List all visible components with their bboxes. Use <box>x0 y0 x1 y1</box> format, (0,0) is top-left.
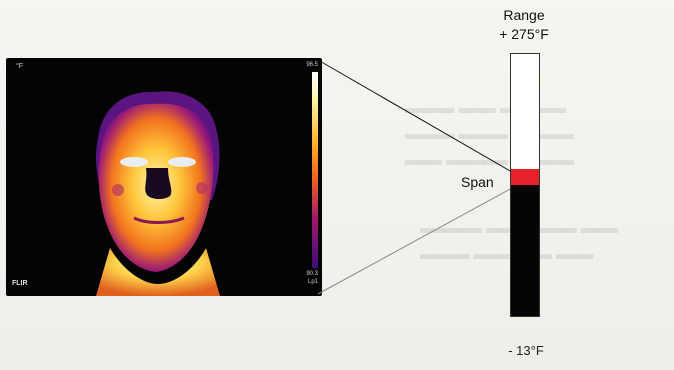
range-bar-fill <box>511 185 539 316</box>
left-eye <box>120 157 148 167</box>
neck <box>96 248 220 296</box>
brand-logo: FLIR <box>12 280 28 287</box>
bleed-through-text: ▂▂▂▂ ▂▂▂▂ ▂▂ ▂▂▂ <box>420 242 594 259</box>
scale-min-label: 90.3 Lp1 <box>306 270 318 286</box>
unit-label: °F <box>16 63 24 70</box>
nose <box>145 168 172 199</box>
connector-line-bottom <box>317 187 513 295</box>
thermal-face-drawing <box>96 91 220 296</box>
range-bar <box>510 53 540 317</box>
thermal-image: °F 96.5 90.3 Lp1 FLIR <box>6 58 322 296</box>
color-palette-bar <box>312 72 318 268</box>
scale-max-label: 96.5 <box>306 62 318 68</box>
cheek-spot <box>196 182 208 194</box>
span-label: Span <box>461 174 494 190</box>
range-title: Range <box>503 7 545 23</box>
range-low-label: - 13°F <box>508 343 544 358</box>
span-segment <box>511 169 539 185</box>
connector-line-top <box>317 59 513 173</box>
scale-min-value: 90.3 <box>306 271 318 277</box>
range-high-label: + 275°F <box>499 26 549 42</box>
right-eye <box>168 157 196 167</box>
mouth <box>133 216 185 224</box>
cheek-spot <box>112 184 124 196</box>
scale-min-sub: Lp1 <box>307 279 318 285</box>
